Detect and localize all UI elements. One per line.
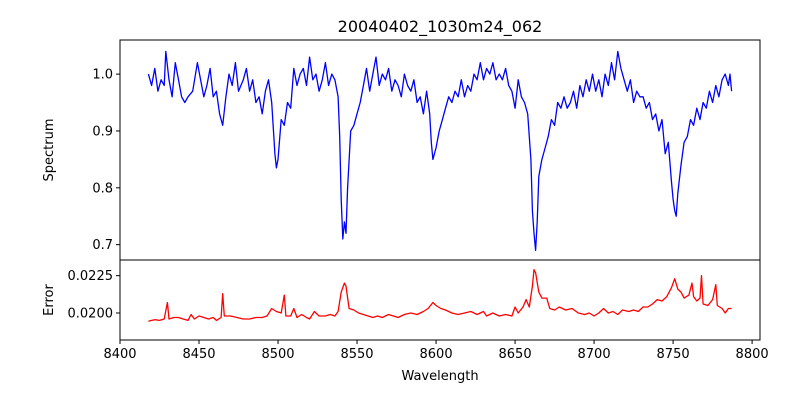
y-tick-label: 0.8 — [92, 181, 113, 196]
y-tick-label: 0.7 — [92, 238, 113, 253]
y-axis-label-error: Error — [42, 284, 57, 316]
y-tick-label: 0.9 — [92, 124, 113, 139]
x-tick-label: 8750 — [657, 347, 690, 362]
x-tick-label: 8500 — [261, 347, 294, 362]
chart-title: 20040402_1030m24_062 — [338, 17, 543, 37]
spectrum-line — [147, 50, 733, 251]
y-tick-label: 0.0225 — [68, 269, 114, 284]
x-tick-label: 8600 — [420, 347, 453, 362]
x-tick-label: 8650 — [499, 347, 532, 362]
x-tick-label: 8400 — [103, 347, 136, 362]
x-tick-label: 8450 — [182, 347, 215, 362]
y-axis-label-spectrum: Spectrum — [42, 119, 57, 182]
y-tick-label: 1.0 — [92, 68, 113, 83]
axes-frame — [119, 259, 761, 341]
x-axis-label: Wavelength — [401, 369, 478, 384]
axes-frame — [119, 39, 761, 261]
x-tick-label: 8700 — [578, 347, 611, 362]
error-line — [148, 269, 732, 322]
y-tick-label: 0.0200 — [68, 306, 114, 321]
error-axes: 0.0200 0.0225 8400 8450 8500 8550 8600 8650 8700… — [68, 259, 769, 362]
x-tick-label: 8800 — [736, 347, 769, 362]
spectrum-axes: 0.7 0.8 0.9 1.0 — [92, 39, 761, 261]
x-tick-label: 8550 — [340, 347, 373, 362]
